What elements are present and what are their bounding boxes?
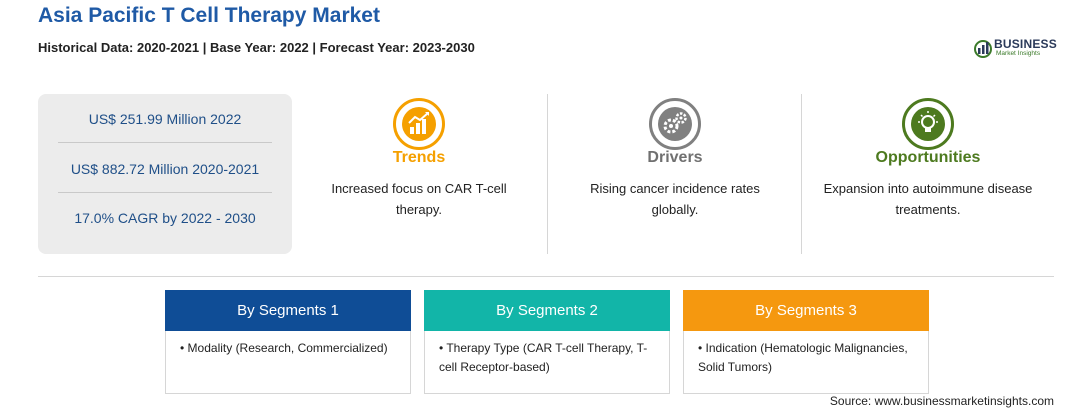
segment-item: • Indication (Hematologic Malignancies, … (698, 341, 908, 374)
logo-tagline: Market Insights (996, 50, 1041, 57)
segment-title: By Segments 2 (424, 290, 670, 331)
logo-name: BUSINESS (994, 37, 1057, 51)
trends-text: Increased focus on CAR T-cell therapy. (331, 181, 507, 217)
trends-column: Trends Increased focus on CAR T-cell the… (292, 94, 546, 254)
stats-panel: US$ 251.99 Million 2022 US$ 882.72 Milli… (38, 94, 292, 254)
drivers-heading: Drivers (647, 149, 703, 166)
segment-item: • Therapy Type (CAR T-cell Therapy, T-ce… (439, 341, 648, 374)
trends-heading: Trends (392, 149, 446, 166)
drivers-text: Rising cancer incidence rates globally. (590, 181, 760, 217)
segment-item-text: Indication (Hematologic Malignancies, So… (698, 341, 908, 374)
page-title: Asia Pacific T Cell Therapy Market (38, 4, 380, 27)
stat-divider (58, 142, 272, 143)
column-divider (547, 94, 548, 254)
company-logo: BUSINESS Market Insights (973, 36, 1073, 62)
opportunities-heading: Opportunities (875, 149, 981, 166)
lightbulb-icon (902, 98, 954, 150)
segment-item-text: Modality (Research, Commercialized) (187, 341, 388, 355)
logo-globe-icon (974, 40, 992, 58)
segment-item-text: Therapy Type (CAR T-cell Therapy, T-cell… (439, 341, 648, 374)
stat-market-size-2022: US$ 251.99 Million 2022 (88, 111, 242, 127)
segment-title: By Segments 3 (683, 290, 929, 331)
segment-card-1: By Segments 1 • Modality (Research, Comm… (165, 290, 411, 394)
segment-item: • Modality (Research, Commercialized) (180, 341, 388, 355)
stat-market-size-historical: US$ 882.72 Million 2020-2021 (70, 161, 260, 177)
drivers-column: Drivers Rising cancer incidence rates gl… (548, 94, 802, 254)
column-divider (801, 94, 802, 254)
segment-title: By Segments 1 (165, 290, 411, 331)
stat-cagr: 17.0% CAGR by 2022 - 2030 (74, 210, 256, 226)
section-divider (38, 276, 1054, 277)
trend-chart-icon (393, 98, 445, 150)
page-subtitle: Historical Data: 2020-2021 | Base Year: … (38, 40, 475, 55)
segment-card-3: By Segments 3 • Indication (Hematologic … (683, 290, 929, 394)
opportunities-text: Expansion into autoimmune disease treatm… (823, 181, 1033, 217)
segment-card-2: By Segments 2 • Therapy Type (CAR T-cell… (424, 290, 670, 394)
stat-divider (58, 192, 272, 193)
opportunities-column: Opportunities Expansion into autoimmune … (801, 94, 1055, 254)
gears-icon (649, 98, 701, 150)
source-note: Source: www.businessmarketinsights.com (829, 394, 1054, 408)
